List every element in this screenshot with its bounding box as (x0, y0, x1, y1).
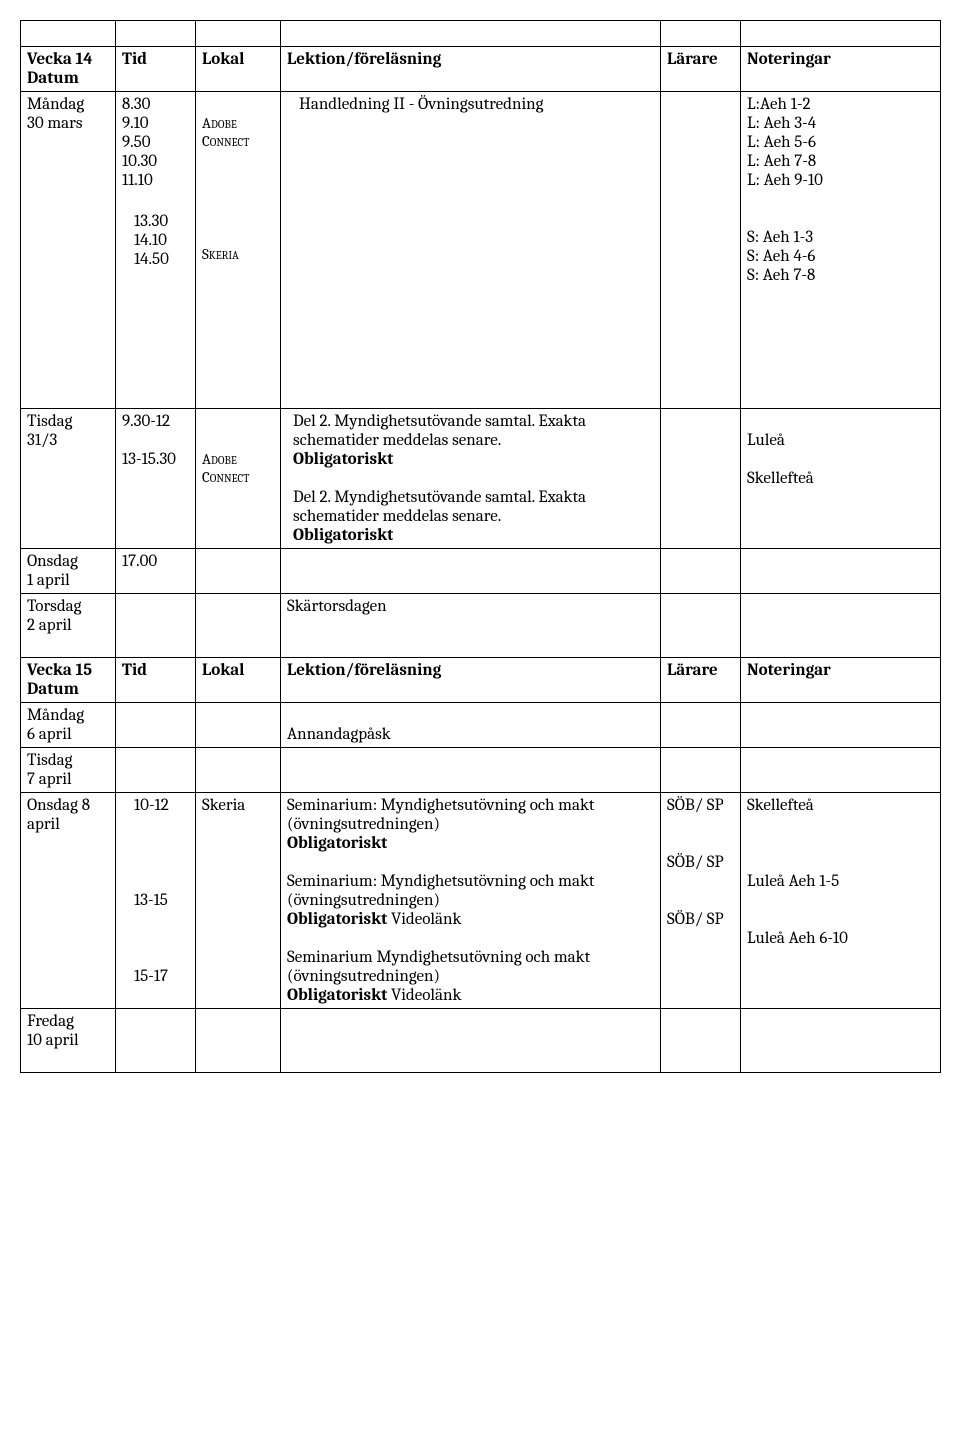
week14-mon-row: Måndag 30 mars 8.30 9.10 9.50 10.30 11.1… (21, 92, 941, 409)
week14-thu-row: Torsdag 2 april Skärtorsdagen (21, 594, 941, 658)
lecture-text: Seminarium: Myndighetsutövning och makt … (287, 872, 594, 910)
header-tid: Tid (122, 50, 147, 69)
date-label: 30 mars (27, 114, 83, 133)
note: Skellefteå (747, 469, 934, 488)
time: 9.30-12 (122, 412, 189, 431)
date-label: 31/3 (27, 431, 57, 450)
lecture-text: Skärtorsdagen (287, 597, 387, 616)
obligatory-label: Obligatoriskt (287, 986, 387, 1005)
videolink-label: Videolänk (391, 986, 461, 1005)
date-label: 7 april (27, 770, 72, 789)
week14-wed-row: Onsdag 1 april 17.00 (21, 549, 941, 594)
lokal-label: Skeria (202, 245, 274, 263)
note: L: Aeh 9-10 (747, 171, 934, 190)
header-datum: Datum (27, 69, 79, 88)
note: Luleå Aeh 1-5 (747, 872, 934, 891)
day-label: Torsdag (27, 597, 81, 616)
note: L: Aeh 7-8 (747, 152, 934, 171)
date-label: 6 april (27, 725, 72, 744)
teacher: SÖB/ SP (667, 853, 734, 872)
day-label: Onsdag 8 (27, 796, 90, 815)
note: L: Aeh 5-6 (747, 133, 934, 152)
obligatory-label: Obligatoriskt (287, 834, 387, 853)
time: 15-17 (122, 967, 189, 986)
time: 9.50 (122, 133, 189, 152)
obligatory-label: Obligatoriskt (293, 526, 393, 545)
day-label: Onsdag (27, 552, 78, 571)
time: 9.10 (122, 114, 189, 133)
header-tid: Tid (122, 661, 147, 680)
teacher: SÖB/ SP (667, 910, 734, 929)
lecture-text: Annandagpåsk (287, 725, 391, 744)
time: 14.50 (122, 250, 189, 269)
week15-tue-row: Tisdag 7 april (21, 748, 941, 793)
time: 8.30 (122, 95, 189, 114)
lecture-text: Seminarium Myndighetsutövning och makt (… (287, 948, 590, 986)
week15-mon-row: Måndag 6 april Annandagpåsk (21, 703, 941, 748)
lokal-label: Adobe Connect (202, 450, 274, 486)
obligatory-label: Obligatoriskt (287, 910, 387, 929)
day-label: Måndag (27, 706, 84, 725)
time: 13.30 (122, 212, 189, 231)
videolink-label: Videolänk (391, 910, 461, 929)
time: 14.10 (122, 231, 189, 250)
note: L: Aeh 3-4 (747, 114, 934, 133)
header-datum: Datum (27, 680, 79, 699)
lecture-text: Del 2. Myndighetsutövande samtal. Exakta… (293, 488, 586, 526)
week14-tue-row: Tisdag 31/3 9.30-12 13-15.30 Adobe Conne… (21, 409, 941, 549)
schedule-table: Vecka 14 Datum Tid Lokal Lektion/föreläs… (20, 20, 941, 1073)
day-label: Tisdag (27, 751, 72, 770)
teacher: SÖB/ SP (667, 796, 734, 815)
time: 10.30 (122, 152, 189, 171)
date-label: 1 april (27, 571, 70, 590)
lokal-label: Adobe Connect (202, 114, 274, 150)
time: 10-12 (122, 796, 189, 815)
header-noteringar: Noteringar (747, 661, 831, 680)
note: S: Aeh 4-6 (747, 247, 934, 266)
day-label: Tisdag (27, 412, 72, 431)
time: 11.10 (122, 171, 189, 190)
day-label: Fredag (27, 1012, 74, 1031)
header-larare: Lärare (667, 50, 718, 69)
week14-header-row: Vecka 14 Datum Tid Lokal Lektion/föreläs… (21, 47, 941, 92)
header-lektion: Lektion/föreläsning (287, 661, 441, 680)
week15-header-row: Vecka 15 Datum Tid Lokal Lektion/föreläs… (21, 658, 941, 703)
week15-fri-row: Fredag 10 april (21, 1009, 941, 1073)
time: 17.00 (122, 552, 157, 571)
lecture-text: Seminarium: Myndighetsutövning och makt … (287, 796, 594, 834)
week15-wed-row: Onsdag 8 april 10-12 13-15 15-17 Skeria … (21, 793, 941, 1009)
header-noteringar: Noteringar (747, 50, 831, 69)
note: Luleå Aeh 6-10 (747, 929, 934, 948)
lecture-text: Handledning II - Övningsutredning (287, 95, 654, 114)
week14-label: Vecka 14 (27, 50, 93, 69)
lecture-text: Del 2. Myndighetsutövande samtal. Exakta… (293, 412, 586, 450)
date-label: 10 april (27, 1031, 79, 1050)
date-label: april (27, 815, 60, 834)
header-lokal: Lokal (202, 50, 244, 69)
day-label: Måndag (27, 95, 84, 114)
note: S: Aeh 7-8 (747, 266, 934, 285)
note: L:Aeh 1-2 (747, 95, 934, 114)
note: Skellefteå (747, 796, 934, 815)
note: S: Aeh 1-3 (747, 228, 934, 247)
note: Luleå (747, 431, 934, 450)
lokal-label: Skeria (202, 796, 245, 815)
date-label: 2 april (27, 616, 72, 635)
header-lokal: Lokal (202, 661, 244, 680)
header-larare: Lärare (667, 661, 718, 680)
obligatory-label: Obligatoriskt (293, 450, 393, 469)
time: 13-15 (122, 891, 189, 910)
header-lektion: Lektion/föreläsning (287, 50, 441, 69)
week15-label: Vecka 15 (27, 661, 92, 680)
empty-row (21, 21, 941, 47)
time: 13-15.30 (122, 450, 189, 469)
